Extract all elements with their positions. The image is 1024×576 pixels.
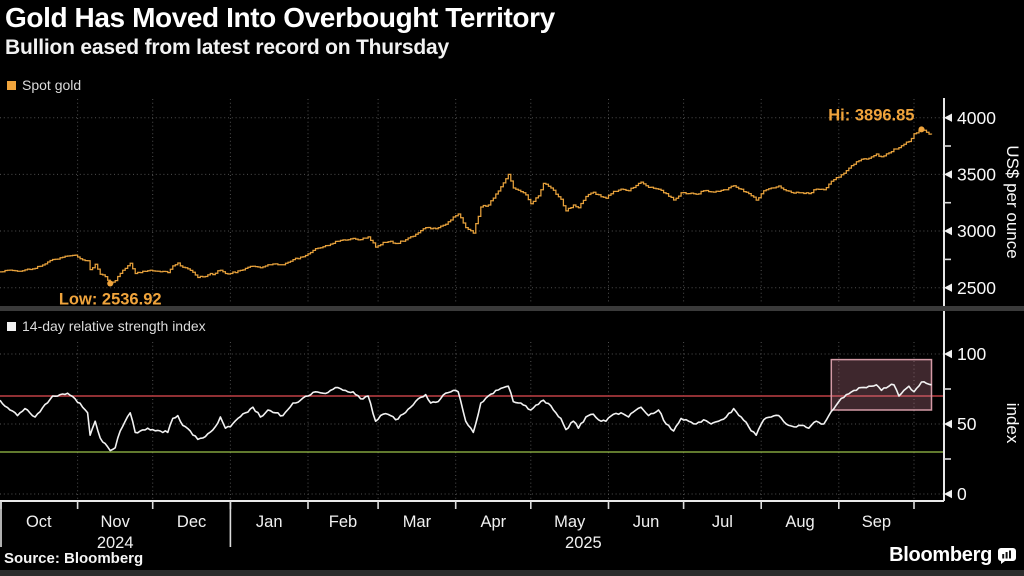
price-major-tick [944,226,952,236]
month-label: Dec [177,513,206,531]
month-label: Nov [101,513,131,531]
month-label: Jul [712,513,733,531]
low-annotation: Low: 2536.92 [59,291,162,309]
year-label: 2024 [97,534,134,552]
month-label: Apr [480,513,506,531]
rsi-major-tick [944,489,952,499]
source-credit: Source: Bloomberg [4,550,144,567]
rsi-major-tick [944,419,952,429]
high-point-dot [918,126,925,133]
rsi-major-tick [944,349,952,359]
month-label: Sep [862,513,891,531]
price-tick-label: 3500 [957,165,996,185]
price-major-tick [944,170,952,179]
bloomberg-brand: Bloomberg [889,544,1016,567]
rsi-legend-label: 14-day relative strength index [22,318,206,334]
bloomberg-wordmark: Bloomberg [889,544,992,566]
price-tick-label: 4000 [957,108,996,128]
price-tick-label: 3000 [957,221,996,241]
month-label: Oct [26,513,52,531]
month-label: Aug [785,513,814,531]
rsi-swatch-icon [7,321,16,331]
rsi-axis-caption: index [1003,403,1022,444]
rsi-tick-label: 100 [957,344,986,364]
spot-gold-legend-label: Spot gold [22,77,82,93]
price-panel-legend: Spot gold [7,77,81,93]
spot-gold-swatch-icon [7,80,16,90]
year-label: 2025 [565,534,602,552]
chart-header: Gold Has Moved Into Overbought Territory… [5,2,555,60]
month-label: May [554,513,586,531]
rsi-tick-label: 0 [957,484,967,504]
bottom-bar [0,570,1024,576]
month-label: Jun [633,513,660,531]
spot-gold-line [0,128,933,285]
rsi-line [0,381,932,452]
rsi-tick-label: 50 [957,414,977,434]
panel-separator [0,306,1024,311]
price-axis-caption: US$ per ounce [1003,145,1022,258]
low-point-dot [107,280,114,287]
rsi-panel-legend: 14-day relative strength index [7,318,206,334]
page-subtitle: Bullion eased from latest record on Thur… [5,36,449,60]
month-label: Mar [403,513,432,531]
overbought-highlight-box [830,358,933,411]
month-label: Feb [329,513,357,531]
high-annotation: Hi: 3896.85 [828,106,914,124]
price-major-tick [944,283,952,292]
month-label: Jan [256,513,283,531]
price-tick-label: 2500 [957,278,996,298]
page-title: Gold Has Moved Into Overbought Territory [5,2,555,33]
bloomberg-logo-icon [998,547,1016,564]
price-major-tick [944,113,952,122]
